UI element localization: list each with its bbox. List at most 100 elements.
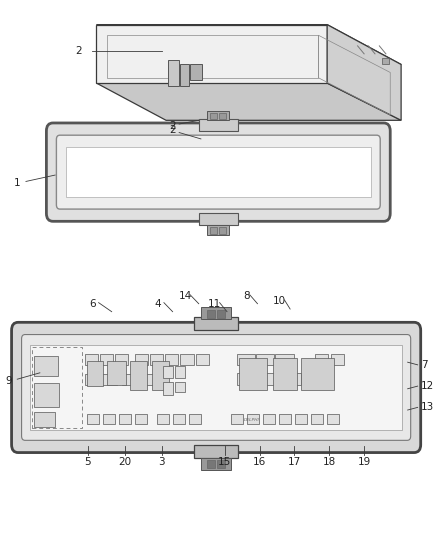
Text: 10: 10	[273, 296, 286, 306]
Bar	[141, 374, 165, 385]
Bar	[30, 345, 402, 430]
Bar	[100, 354, 113, 366]
Text: 13: 13	[421, 402, 434, 413]
Bar	[163, 382, 173, 395]
Bar	[100, 374, 117, 385]
Bar	[85, 354, 98, 366]
Bar	[103, 414, 115, 424]
Polygon shape	[96, 83, 401, 120]
Bar	[135, 354, 148, 366]
Bar	[190, 64, 202, 80]
Bar	[165, 354, 178, 366]
Bar	[237, 354, 255, 366]
Bar	[175, 382, 185, 392]
Text: 12: 12	[421, 381, 434, 391]
Bar	[156, 414, 169, 424]
Bar	[311, 414, 323, 424]
Text: 2: 2	[170, 125, 176, 135]
Bar	[208, 225, 229, 235]
Text: 1: 1	[14, 178, 20, 188]
Bar	[263, 414, 275, 424]
Bar	[217, 310, 225, 318]
Bar	[173, 414, 185, 424]
Text: 19: 19	[357, 457, 371, 467]
Text: 2: 2	[170, 120, 176, 131]
Bar	[175, 367, 185, 378]
Bar	[194, 317, 238, 330]
Bar	[32, 348, 82, 427]
Text: 9: 9	[5, 376, 11, 386]
Bar	[208, 460, 215, 468]
Bar	[87, 361, 103, 386]
Bar	[115, 354, 128, 366]
Text: 15: 15	[218, 457, 231, 467]
Text: 14: 14	[179, 290, 192, 301]
Text: 17: 17	[288, 457, 301, 467]
Bar	[247, 414, 259, 424]
Bar	[305, 373, 323, 385]
Bar	[107, 361, 126, 384]
Bar	[34, 356, 58, 376]
Text: DELPHI: DELPHI	[244, 418, 260, 422]
Text: 2: 2	[76, 46, 82, 56]
Bar	[189, 414, 201, 424]
Bar	[135, 414, 147, 424]
Text: 16: 16	[253, 457, 266, 467]
Bar	[219, 113, 226, 119]
Bar	[66, 147, 371, 197]
Bar	[201, 307, 231, 319]
Bar	[180, 64, 189, 86]
Bar	[230, 414, 243, 424]
Text: 6: 6	[89, 298, 95, 309]
Bar	[331, 354, 344, 366]
Text: 8: 8	[243, 290, 250, 301]
Bar	[219, 227, 226, 233]
Bar	[194, 445, 238, 458]
FancyBboxPatch shape	[11, 322, 421, 453]
Bar	[150, 354, 163, 366]
FancyBboxPatch shape	[57, 135, 380, 209]
Bar	[295, 414, 307, 424]
FancyBboxPatch shape	[21, 335, 411, 440]
Polygon shape	[96, 25, 401, 64]
Bar	[152, 361, 169, 390]
Bar	[87, 414, 99, 424]
Bar	[208, 111, 229, 120]
Bar	[381, 58, 389, 64]
Bar	[199, 213, 238, 225]
Bar	[85, 374, 97, 385]
Bar	[211, 113, 217, 119]
Bar	[180, 354, 194, 366]
Bar	[34, 383, 59, 407]
Bar	[163, 367, 173, 378]
Bar	[315, 354, 328, 366]
Bar	[168, 60, 179, 86]
Bar	[283, 373, 300, 385]
Bar	[122, 374, 134, 385]
Bar	[217, 460, 225, 468]
Text: 11: 11	[207, 298, 221, 309]
Bar	[34, 411, 55, 426]
Bar	[327, 414, 339, 424]
Bar	[256, 354, 275, 366]
Bar	[239, 358, 268, 390]
Bar	[201, 458, 231, 470]
Bar	[260, 373, 278, 385]
Bar	[273, 358, 297, 390]
Bar	[131, 361, 147, 390]
FancyBboxPatch shape	[46, 123, 390, 221]
Bar	[279, 414, 291, 424]
Polygon shape	[327, 25, 401, 120]
Bar	[199, 119, 238, 131]
Bar	[119, 414, 131, 424]
Text: 5: 5	[85, 457, 91, 467]
Bar	[301, 358, 334, 390]
Text: 18: 18	[323, 457, 336, 467]
Text: 20: 20	[118, 457, 131, 467]
Polygon shape	[96, 25, 327, 83]
Text: 4: 4	[154, 298, 161, 309]
Bar	[276, 354, 293, 366]
Bar	[237, 373, 255, 385]
Text: 3: 3	[159, 457, 165, 467]
Bar	[196, 354, 209, 366]
